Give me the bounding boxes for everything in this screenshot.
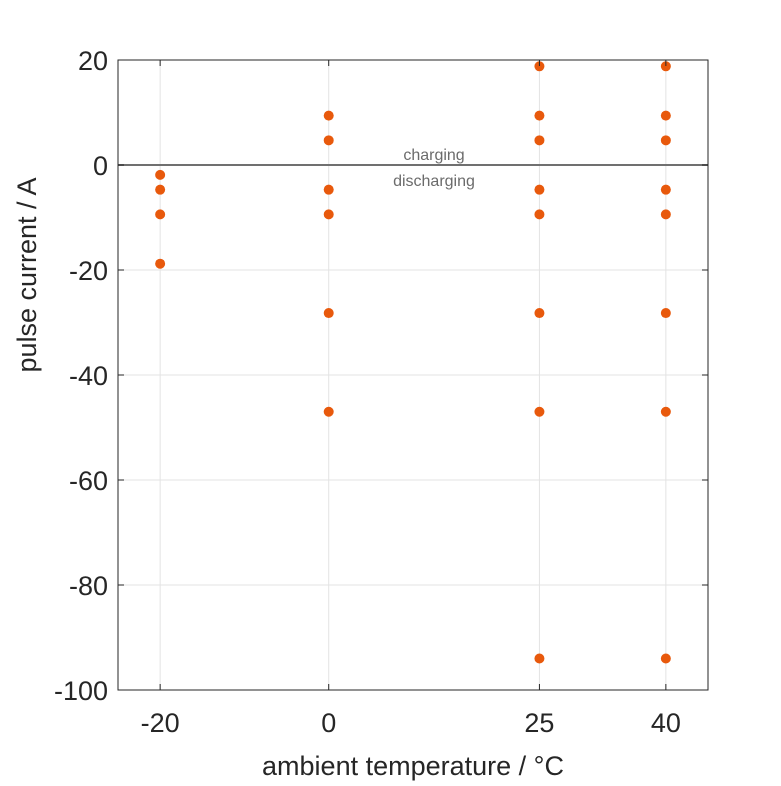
data-point bbox=[534, 653, 545, 664]
x-tick-label: 25 bbox=[524, 708, 554, 738]
x-axis-label: ambient temperature / °C bbox=[262, 751, 564, 781]
data-point bbox=[534, 406, 545, 417]
data-point bbox=[534, 209, 545, 220]
y-tick-label: -80 bbox=[69, 571, 108, 601]
data-point bbox=[323, 110, 334, 121]
ticks: -20 0 25 40 -100 -80 -60 -40 -20 0 20 bbox=[54, 46, 708, 738]
data-point bbox=[660, 406, 671, 417]
data-point bbox=[155, 184, 166, 195]
data-point bbox=[534, 110, 545, 121]
data-point bbox=[534, 308, 545, 319]
data-point bbox=[660, 110, 671, 121]
data-point bbox=[155, 209, 166, 220]
data-point bbox=[323, 406, 334, 417]
data-point bbox=[534, 184, 545, 195]
discharging-annotation: discharging bbox=[393, 173, 475, 190]
data-point bbox=[534, 135, 545, 146]
data-point bbox=[155, 169, 166, 180]
x-tick-label: -20 bbox=[141, 708, 180, 738]
data-point bbox=[660, 135, 671, 146]
data-point bbox=[534, 61, 545, 72]
data-point bbox=[660, 653, 671, 664]
data-point bbox=[660, 184, 671, 195]
charging-annotation: charging bbox=[403, 147, 464, 164]
data-point bbox=[660, 61, 671, 72]
y-tick-label: -100 bbox=[54, 676, 108, 706]
data-point bbox=[323, 184, 334, 195]
y-tick-label: -20 bbox=[69, 256, 108, 286]
data-point bbox=[660, 308, 671, 319]
data-point bbox=[323, 308, 334, 319]
data-point bbox=[323, 135, 334, 146]
y-tick-label: 0 bbox=[93, 151, 108, 181]
data-points bbox=[155, 61, 671, 664]
x-tick-label: 0 bbox=[321, 708, 336, 738]
y-tick-label: 20 bbox=[78, 46, 108, 76]
y-axis-label: pulse current / A bbox=[12, 177, 42, 372]
y-tick-label: -40 bbox=[69, 361, 108, 391]
y-tick-label: -60 bbox=[69, 466, 108, 496]
data-point bbox=[155, 258, 166, 269]
data-point bbox=[660, 209, 671, 220]
x-tick-label: 40 bbox=[651, 708, 681, 738]
data-point bbox=[323, 209, 334, 220]
